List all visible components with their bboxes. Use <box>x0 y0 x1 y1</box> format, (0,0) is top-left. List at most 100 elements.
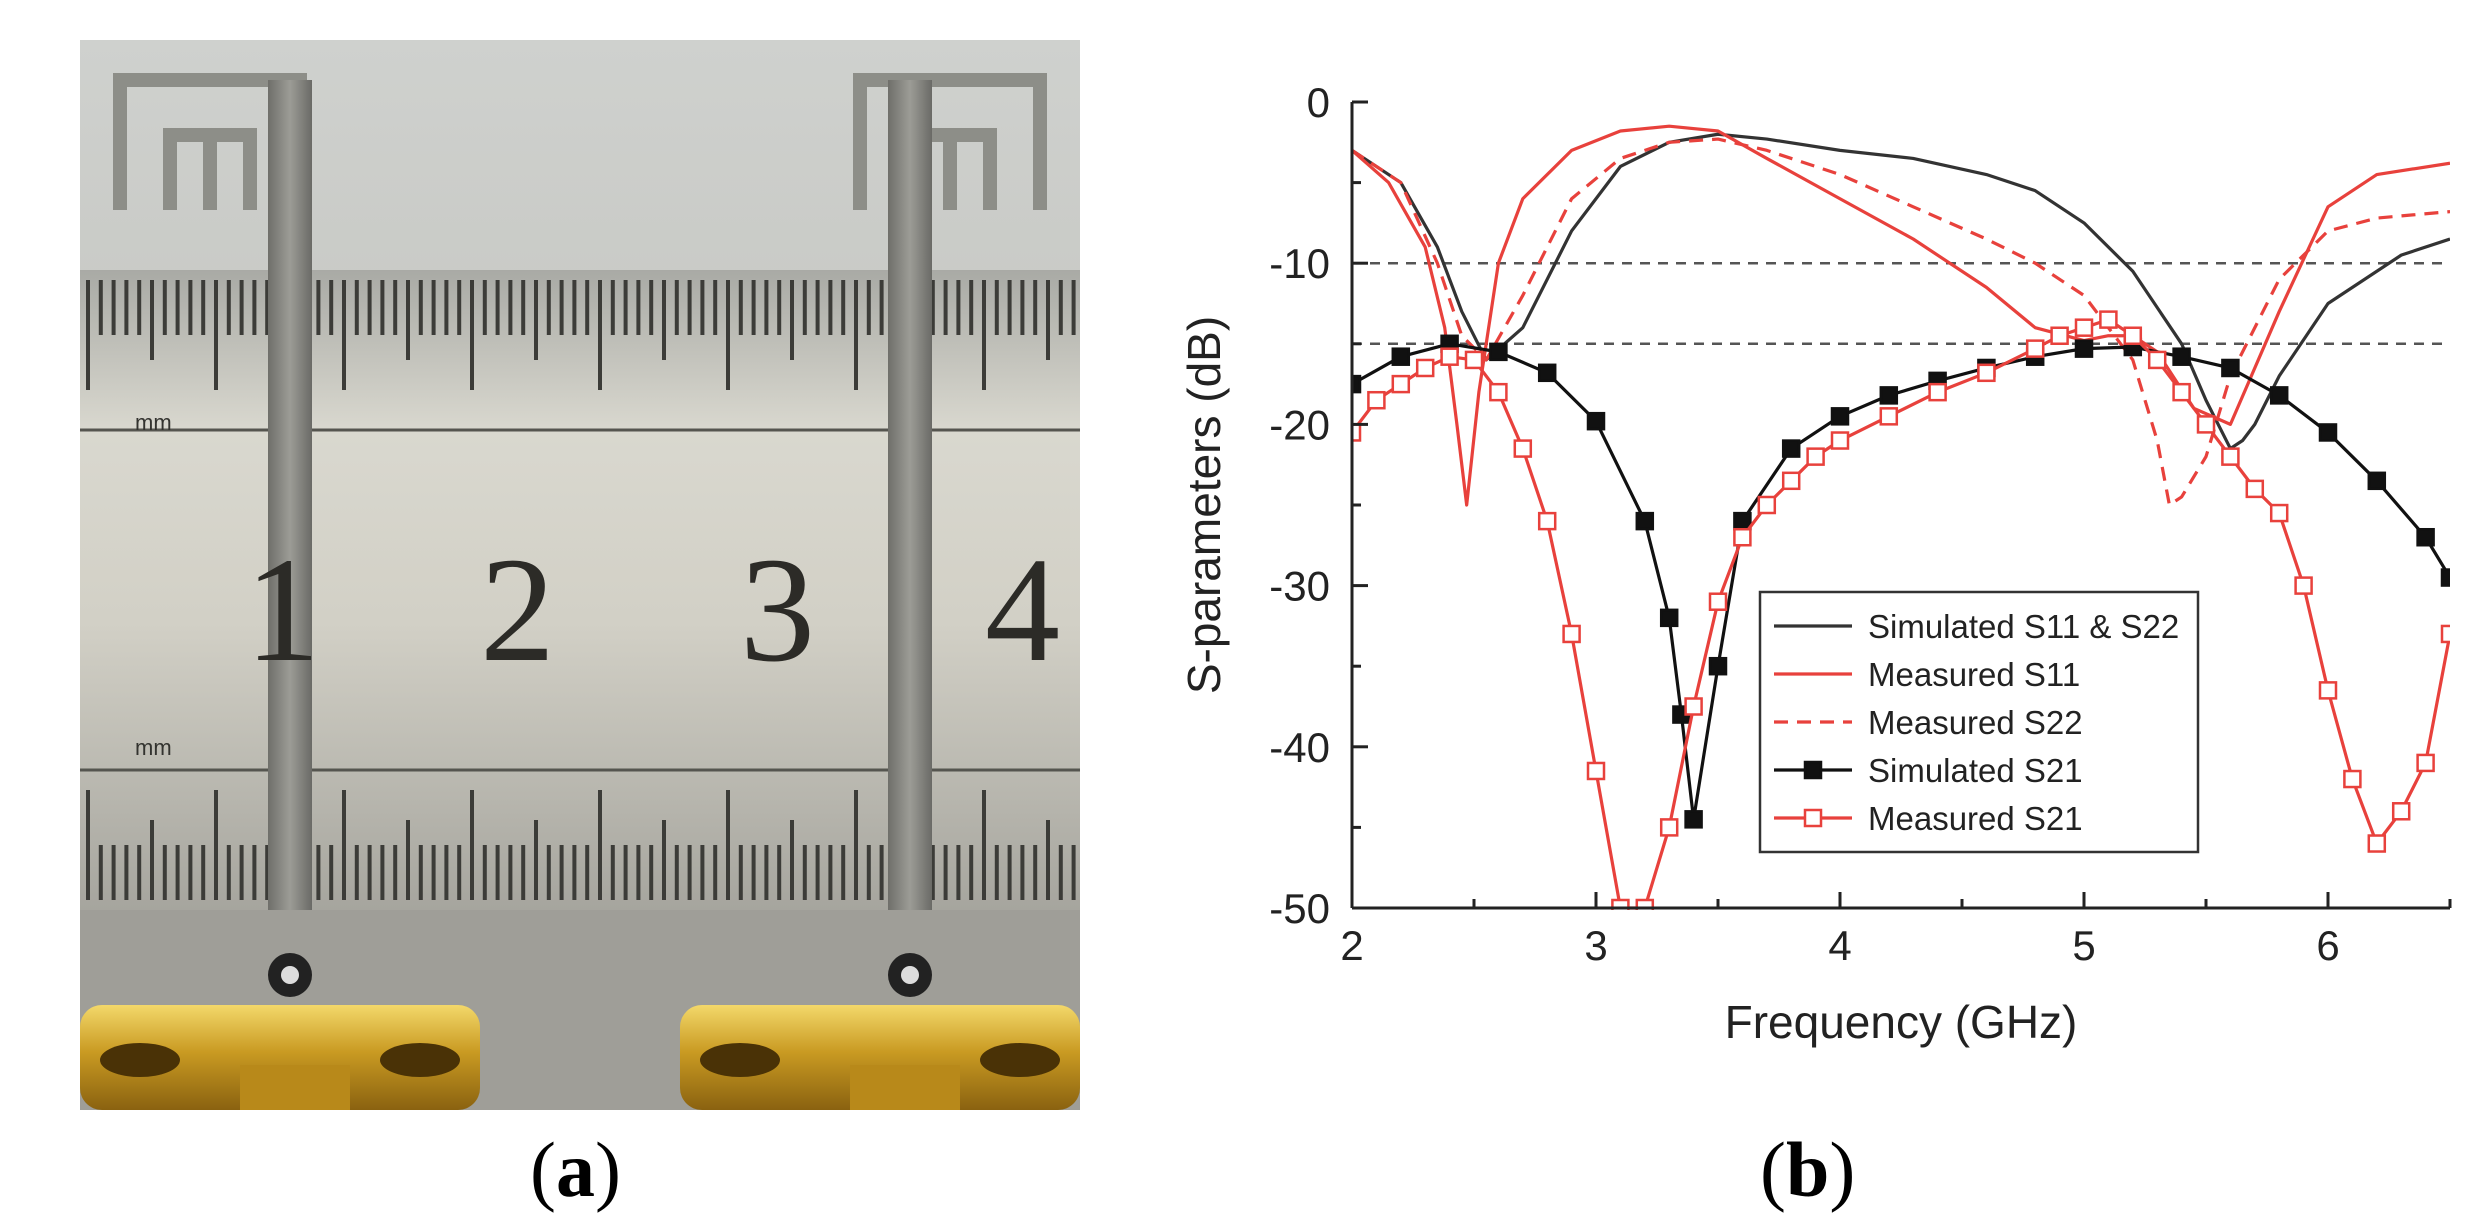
ruler-numerals: 1 2 3 4 <box>245 527 1060 693</box>
x-tick-label: 3 <box>1584 922 1607 969</box>
data-point <box>2221 447 2240 466</box>
data-point <box>2294 576 2313 595</box>
feed-strip-left <box>268 80 312 980</box>
data-point <box>2221 358 2240 378</box>
y-tick-label: -50 <box>1269 885 1330 932</box>
data-point <box>1781 439 1801 458</box>
data-point <box>1415 358 1435 378</box>
sma-connector-right <box>680 953 1080 1110</box>
chart-svg: 0 -10 -20 -30 -40 -502 3 4 5 6 Frequency (GHz) S-… <box>1178 79 2452 1048</box>
panel-label-a: (a) <box>530 1126 621 1213</box>
y-axis-label: S-parameters (dB) <box>1178 316 1230 694</box>
data-point <box>1708 592 1728 611</box>
data-point <box>1391 374 1411 394</box>
data-point <box>2099 310 2118 329</box>
ruler-number-4: 4 <box>985 527 1060 693</box>
series-line-2 <box>1352 137 2450 507</box>
series-line-4 <box>1352 318 2450 910</box>
data-point <box>2074 339 2094 358</box>
data-point <box>2269 386 2289 405</box>
antenna-photo-drawing: mm mm 1 2 3 4 <box>80 40 1080 1110</box>
data-point <box>1879 407 1899 426</box>
legend-label: Measured S21 <box>1868 800 2083 837</box>
data-point <box>2050 326 2069 345</box>
legend-label: Measured S22 <box>1868 704 2083 741</box>
ruler-unit-bottom: mm <box>135 735 172 760</box>
ruler-unit-top: mm <box>135 410 172 435</box>
antenna-patterns <box>113 73 1047 210</box>
data-point <box>2440 568 2450 587</box>
data-point <box>1391 347 1411 366</box>
ruler-ticks-top <box>86 280 1076 390</box>
data-point <box>2416 753 2435 773</box>
s-parameter-chart: 0 -10 -20 -30 -40 -50 2 3 4 5 6 Frequency (GHz) S-… <box>1150 60 2460 1120</box>
y-tick-label: -40 <box>1269 724 1330 771</box>
ruler-number-1: 1 <box>245 527 320 693</box>
ruler-number-3: 3 <box>740 527 815 693</box>
legend-box <box>1758 590 2200 854</box>
data-point <box>1928 382 1947 402</box>
data-point <box>1830 407 1850 426</box>
x-tick-label: 4 <box>1828 922 1851 969</box>
data-point <box>1977 363 1996 383</box>
data-point <box>1537 511 1557 531</box>
data-point <box>1684 810 1703 829</box>
data-point <box>2343 769 2362 789</box>
legend: Simulated S11 & S22 Measured S11 Measured … <box>1758 590 2200 854</box>
data-point <box>2391 802 2411 821</box>
y-tick-label: -20 <box>1269 401 1330 448</box>
data-point <box>2196 415 2216 434</box>
data-point <box>2269 503 2289 523</box>
data-point <box>1659 818 1679 837</box>
data-point <box>2147 350 2167 370</box>
legend-marker <box>1803 760 1823 780</box>
tick-labels: 0 -10 -20 -30 -40 -502 3 4 5 6 <box>1269 79 2339 969</box>
data-point <box>2172 347 2191 366</box>
data-point <box>2367 471 2387 491</box>
data-point <box>1806 447 1825 466</box>
data-point <box>2367 834 2387 853</box>
data-point <box>1562 624 1581 644</box>
ruler-ticks-bottom <box>86 790 1076 900</box>
data-point <box>2074 318 2094 337</box>
data-point <box>2416 527 2435 547</box>
data-point <box>1513 439 1533 458</box>
x-axis-label: Frequency (GHz) <box>1725 996 2078 1048</box>
y-tick-label: -10 <box>1269 240 1330 287</box>
data-point <box>1757 495 1777 515</box>
data-point <box>1733 511 1752 531</box>
data-point <box>1635 511 1655 531</box>
data-point <box>1537 363 1557 383</box>
data-point <box>2245 479 2265 499</box>
panel-label-b: (b) <box>1760 1126 1856 1213</box>
series-layer <box>1352 124 2450 910</box>
data-point <box>2172 382 2191 402</box>
data-point <box>1708 656 1728 676</box>
y-tick-label: 0 <box>1307 79 1330 126</box>
axes <box>1350 100 2452 910</box>
data-point <box>2123 326 2143 345</box>
data-point <box>2318 681 2338 700</box>
antenna-photo: mm mm 1 2 3 4 <box>80 40 1080 1110</box>
legend-label: Simulated S11 & S22 <box>1868 608 2179 645</box>
data-point <box>1733 527 1752 547</box>
x-tick-label: 6 <box>2316 922 2339 969</box>
reference-lines <box>1352 261 2450 346</box>
data-point <box>1879 386 1899 405</box>
legend-label: Simulated S21 <box>1868 752 2083 789</box>
data-point <box>1586 761 1606 781</box>
legend-label: Measured S11 <box>1868 656 2080 693</box>
data-point <box>2440 624 2450 644</box>
data-point <box>1367 390 1386 410</box>
data-point <box>2318 423 2338 442</box>
feed-strip-right <box>888 80 932 980</box>
y-tick-label: -30 <box>1269 563 1330 610</box>
x-tick-label: 2 <box>1340 922 1363 969</box>
data-point <box>1464 350 1484 370</box>
data-point <box>1830 431 1850 450</box>
data-point <box>1352 423 1362 442</box>
data-point <box>1684 697 1703 716</box>
sma-connector-left <box>80 953 480 1110</box>
data-point <box>2025 339 2045 358</box>
data-point <box>1489 382 1508 402</box>
